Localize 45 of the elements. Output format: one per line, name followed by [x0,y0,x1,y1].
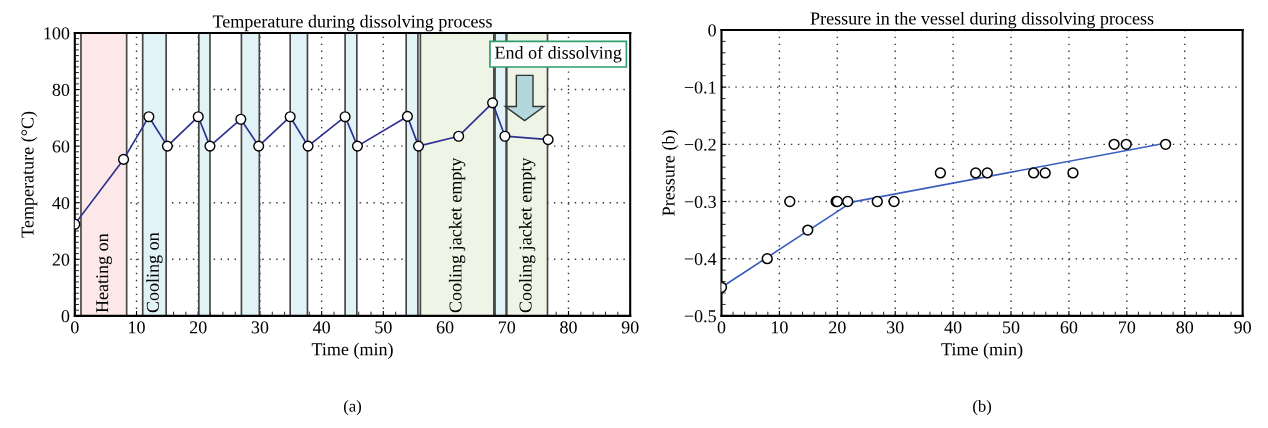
y-tick-label: 0 [61,310,70,323]
x-tick-label: 0 [70,321,79,334]
x-tick-label: 70 [1118,321,1136,334]
x-tick-label: 20 [190,321,207,334]
y-tick-label: −0.2 [684,138,716,151]
x-tick-label: 0 [717,321,726,334]
x-tick-label: 10 [129,321,145,334]
y-tick-label: 60 [52,140,70,153]
x-axis-title: Time (min) [941,342,1023,360]
chart-title: Temperature during dissolving process [212,14,492,32]
band-label: Cooling jacket empty [518,157,536,313]
x-tick-label: 80 [1176,321,1194,334]
x-tick-label: 30 [887,321,904,334]
x-tick-label: 50 [375,321,392,334]
y-axis-title: Pressure (b) [661,130,679,216]
y-tick-label: −0.4 [684,252,717,266]
x-tick-label: 30 [251,321,269,334]
y-tick-label: −0.1 [684,81,716,94]
chart-title: Pressure in the vessel during dissolving process [810,11,1154,29]
x-axis-title: Time (min) [311,342,393,360]
band-label: Heating on [96,233,112,313]
x-tick-label: 90 [621,321,639,334]
y-tick-label: 20 [52,253,70,266]
x-tick-label: 20 [829,321,846,334]
band-label: Cooling jacket empty [448,157,466,313]
y-tick-label: 40 [52,196,70,210]
y-tick-label: 0 [708,24,716,37]
x-tick-label: 60 [436,321,454,334]
x-tick-label: 10 [771,321,788,334]
x-tick-label: 50 [1003,321,1020,334]
y-tick-label: 100 [44,27,70,40]
x-tick-label: 40 [312,321,330,334]
text: (a) [343,400,362,416]
y-tick-label: −0.5 [684,310,716,323]
y-tick-label: 80 [52,83,70,96]
x-tick-label: 80 [560,321,577,334]
text: (b) [973,400,992,416]
x-tick-label: 70 [498,321,516,334]
y-axis-title: Temperature (°C) [20,111,38,238]
annotation: End of dissolving [494,45,622,63]
band-label: Cooling on [146,232,163,313]
x-tick-label: 40 [944,321,962,334]
x-tick-label: 90 [1234,321,1251,334]
y-tick-label: −0.3 [684,195,716,209]
x-tick-label: 60 [1060,321,1078,334]
